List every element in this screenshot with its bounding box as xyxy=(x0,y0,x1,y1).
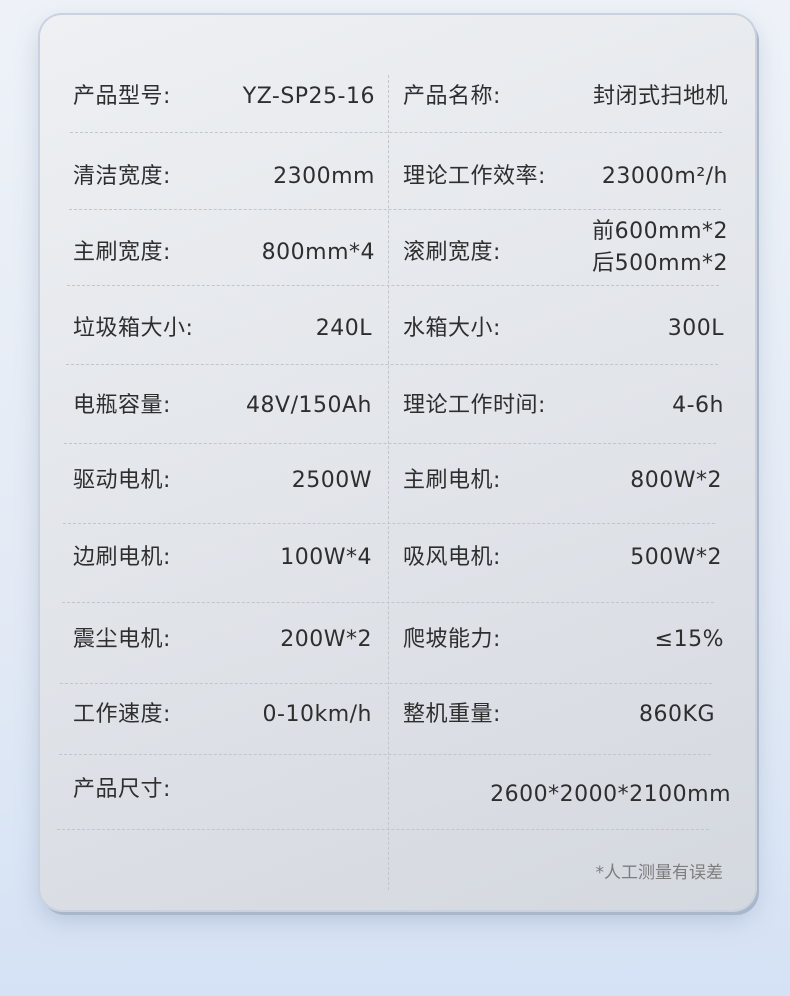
spec-label: 工作速度: xyxy=(73,702,171,727)
spec-value: 200W*2 xyxy=(280,627,372,652)
spec-value: 100W*4 xyxy=(280,545,372,570)
spec-label: 电瓶容量: xyxy=(73,393,171,418)
spec-value: ≤15% xyxy=(654,627,724,652)
spec-label: 边刷电机: xyxy=(73,545,171,570)
spec-value: 4-6h xyxy=(672,393,724,418)
spec-label: 理论工作效率: xyxy=(403,164,546,189)
row-divider xyxy=(59,754,711,755)
spec-label: 清洁宽度: xyxy=(73,164,171,189)
row-divider xyxy=(66,364,718,365)
spec-label: 滚刷宽度: xyxy=(403,240,501,265)
spec-value: 240L xyxy=(315,316,372,341)
spec-card xyxy=(40,15,755,910)
spec-value: 2300mm xyxy=(273,164,375,189)
spec-value: 800W*2 xyxy=(630,468,722,493)
spec-label: 主刷电机: xyxy=(403,468,501,493)
spec-value: 2600*2000*2100mm xyxy=(490,782,731,807)
row-divider xyxy=(63,523,715,524)
spec-value: 后500mm*2 xyxy=(592,251,728,276)
spec-label: 爬坡能力: xyxy=(403,627,501,652)
spec-value: 2500W xyxy=(291,468,372,493)
spec-label: 垃圾箱大小: xyxy=(73,316,194,341)
spec-label: 主刷宽度: xyxy=(73,240,171,265)
row-divider xyxy=(69,209,721,210)
spec-label: 吸风电机: xyxy=(403,545,501,570)
spec-value: 0-10km/h xyxy=(262,702,372,727)
spec-label: 产品尺寸: xyxy=(73,777,171,802)
spec-value: 48V/150Ah xyxy=(246,393,372,418)
row-divider xyxy=(62,602,714,603)
spec-label: 水箱大小: xyxy=(403,316,501,341)
spec-value: 23000m²/h xyxy=(601,164,728,189)
row-divider xyxy=(70,132,722,133)
spec-label: 震尘电机: xyxy=(73,627,171,652)
spec-label: 产品型号: xyxy=(73,84,171,109)
spec-value: 前600mm*2 xyxy=(592,219,728,244)
spec-label: 整机重量: xyxy=(403,702,501,727)
row-divider xyxy=(57,829,709,830)
row-divider xyxy=(60,683,712,684)
spec-label: 理论工作时间: xyxy=(403,393,546,418)
spec-label: 产品名称: xyxy=(403,84,501,109)
spec-label: 驱动电机: xyxy=(73,468,171,493)
measurement-note: *人工测量有误差 xyxy=(595,863,724,883)
spec-value: YZ-SP25-16 xyxy=(242,84,375,109)
spec-value: 500W*2 xyxy=(630,545,722,570)
spec-value: 300L xyxy=(667,316,724,341)
spec-value: 860KG xyxy=(639,702,715,727)
spec-value: 800mm*4 xyxy=(261,240,375,265)
spec-value: 封闭式扫地机 xyxy=(592,84,728,109)
row-divider xyxy=(64,443,716,444)
row-divider xyxy=(67,285,719,286)
column-divider xyxy=(388,75,389,890)
